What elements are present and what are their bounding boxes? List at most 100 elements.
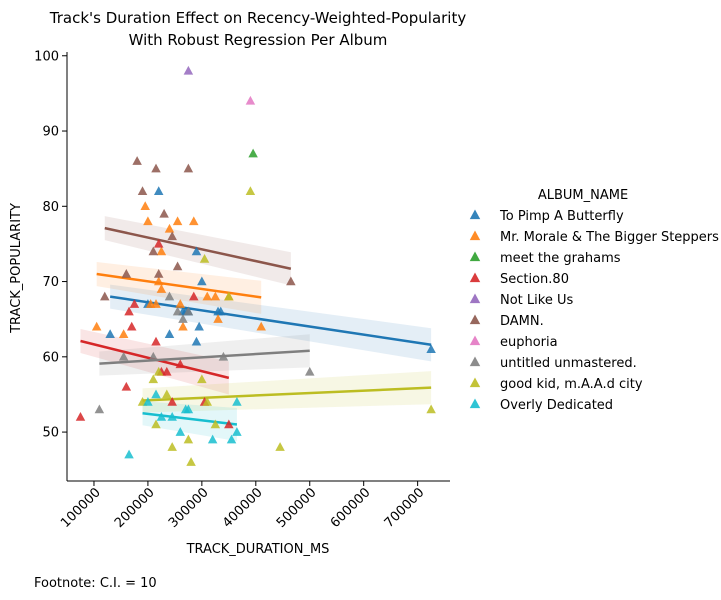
data-point: [189, 291, 199, 301]
data-point: [202, 396, 213, 406]
data-point: [153, 186, 164, 195]
data-point: [224, 291, 234, 301]
series-0-fit-line: [109, 295, 432, 347]
series-0-ci-band: [110, 284, 432, 362]
data-point: [215, 306, 226, 316]
data-point: [167, 442, 177, 451]
y-tick-label: 70: [42, 275, 59, 290]
series-9-fit-line: [142, 412, 238, 426]
chart-title-line-2: With Robust Regression Per Album: [129, 31, 388, 49]
footnote: Footnote: C.I. = 10: [34, 576, 157, 591]
y-tick-label: 100: [34, 49, 59, 64]
data-point: [245, 95, 256, 105]
data-point: [175, 299, 186, 308]
data-point: [156, 412, 167, 421]
data-point: [194, 321, 204, 331]
data-point: [183, 434, 194, 444]
legend: ALBUM_NAME To Pimp A Butterfly Mr. Morale…: [469, 188, 719, 413]
series-8-fit-line: [142, 386, 432, 402]
data-point: [224, 419, 234, 429]
legend-marker: [469, 293, 481, 304]
data-point: [191, 336, 202, 346]
x-tick-label: 100000: [58, 485, 104, 531]
legend-title: ALBUM_NAME: [538, 188, 628, 203]
x-tick-label: 500000: [274, 485, 320, 531]
legend-label: Section.80: [500, 272, 569, 287]
data-point: [178, 321, 188, 331]
data-point: [183, 404, 194, 414]
series-8-ci-band: [142, 371, 432, 413]
data-point: [140, 201, 150, 211]
legend-label: Not Like Us: [500, 293, 573, 308]
y-tick-label: 80: [42, 200, 59, 215]
data-point: [162, 389, 172, 399]
data-point: [156, 284, 167, 293]
data-point: [426, 404, 436, 414]
y-tick-label: 90: [42, 125, 59, 140]
data-point: [191, 246, 202, 256]
data-point: [304, 366, 315, 376]
x-axis-label: TRACK_DURATION_MS: [186, 542, 330, 557]
legend-marker: [469, 356, 481, 367]
data-point: [186, 457, 196, 466]
data-point: [245, 186, 256, 195]
data-point: [183, 65, 194, 75]
legend-label: To Pimp A Butterfly: [499, 209, 624, 224]
legend-label: good kid, m.A.A.d city: [500, 377, 643, 392]
series-7-ci-band: [99, 334, 310, 376]
data-point: [137, 186, 148, 195]
data-point: [105, 329, 115, 338]
data-point: [91, 321, 102, 331]
data-point: [126, 321, 137, 331]
legend-marker: [469, 230, 481, 241]
y-axis-label: TRACK_POPULARITY: [9, 203, 24, 334]
data-point: [197, 374, 207, 384]
data-point: [218, 351, 229, 361]
regression-lines: [80, 226, 432, 426]
legend-marker: [469, 272, 481, 283]
data-points: [75, 65, 436, 466]
data-point: [162, 366, 172, 376]
legend-label: Overly Dedicated: [500, 398, 613, 413]
data-point: [210, 291, 221, 301]
data-point: [164, 223, 175, 233]
legend-label: DAMN.: [500, 314, 544, 329]
data-point: [143, 396, 153, 406]
data-point: [94, 404, 105, 414]
data-point: [175, 359, 186, 369]
series-5-fit-line: [104, 226, 292, 270]
y-tick-label: 50: [42, 426, 59, 441]
data-point: [207, 434, 218, 444]
series-1-fit-line: [96, 272, 262, 299]
data-point: [178, 314, 188, 323]
legend-marker: [469, 335, 481, 346]
legend-label: euphoria: [500, 335, 558, 350]
data-point: [153, 238, 164, 248]
data-point: [151, 299, 161, 308]
data-point: [121, 381, 132, 391]
data-point: [153, 269, 164, 278]
data-point: [153, 366, 164, 376]
data-point: [202, 291, 213, 301]
data-point: [75, 412, 86, 421]
data-point: [121, 269, 132, 278]
data-point: [151, 163, 161, 173]
data-point: [426, 344, 436, 354]
data-point: [172, 216, 183, 226]
x-axis-ticks: 100000 200000 300000 400000 500000 600000 7000…: [58, 481, 427, 531]
data-point: [148, 351, 159, 361]
data-point: [189, 216, 199, 226]
data-point: [164, 291, 175, 301]
data-point: [167, 231, 177, 241]
data-point: [197, 276, 207, 286]
data-point: [183, 306, 194, 316]
data-point: [199, 253, 210, 263]
series-3-ci-band: [80, 328, 229, 395]
legend-marker: [469, 209, 481, 220]
data-point: [118, 329, 129, 338]
x-tick-label: 300000: [166, 485, 212, 531]
legend-label: Mr. Morale & The Bigger Steppers: [500, 230, 719, 245]
data-point: [175, 427, 186, 436]
x-tick-label: 400000: [220, 485, 266, 531]
